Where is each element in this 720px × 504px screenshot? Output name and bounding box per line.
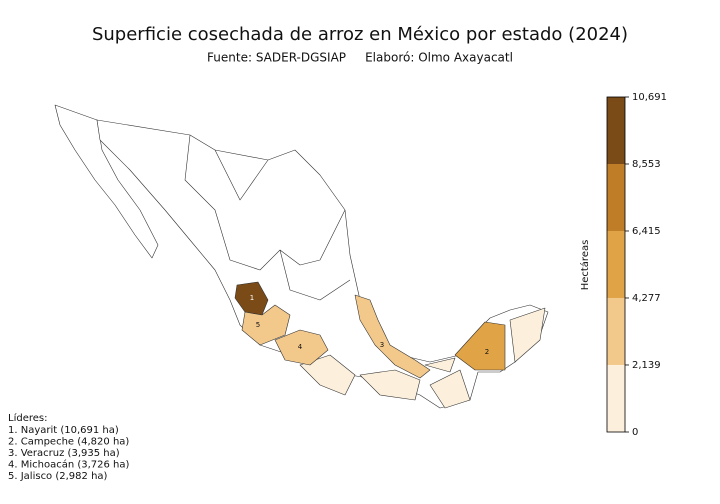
state: [454, 321, 506, 371]
leader-entry: 5. Jalisco (2,982 ha): [8, 471, 108, 482]
state: [424, 357, 456, 373]
map-label: 5: [256, 321, 260, 329]
leader-entry: 1. Nayarit (10,691 ha): [8, 425, 119, 436]
leader-entry: 4. Michoacán (3,726 ha): [8, 459, 130, 471]
chart-subtitle: Fuente: SADER-DGSIAP Elaboró: Olmo Axaya…: [207, 51, 513, 65]
colorbar-tick-label: 0: [632, 427, 638, 438]
map: [54, 104, 549, 409]
chart-title: Superficie cosechada de arroz en México …: [92, 24, 628, 45]
colorbar-tick-label: 4,277: [632, 293, 661, 304]
baja-california: [54, 104, 159, 259]
state: [509, 307, 546, 363]
state: [299, 354, 356, 396]
state: [354, 294, 431, 379]
map-label: 3: [380, 341, 384, 349]
colorbar-bin: [607, 364, 625, 432]
map-label: 1: [250, 294, 254, 302]
state-border: [279, 249, 351, 301]
state: [359, 369, 421, 401]
state: [429, 369, 471, 409]
state: [274, 329, 329, 366]
map-label: 2: [485, 348, 489, 356]
colorbar-bin: [607, 297, 625, 365]
leader-entry: 2. Campeche (4,820 ha): [8, 437, 129, 448]
colorbar-tick-label: 2,139: [632, 360, 661, 371]
leader-entry: 3. Veracruz (3,935 ha): [8, 448, 120, 459]
colorbar-frame: [606, 96, 626, 433]
colorbar-tick-label: 10,691: [632, 92, 667, 103]
leaders-title: Líderes:: [8, 412, 47, 424]
colorbar-tick-label: 8,553: [632, 159, 661, 170]
state-border: [184, 134, 346, 271]
state: [241, 304, 291, 346]
colorbar-bin: [607, 230, 625, 298]
colorbar-tick-label: 6,415: [632, 226, 661, 237]
colorbar-bin: [607, 163, 625, 231]
map-label: 4: [298, 343, 303, 351]
colorbar-bin: [607, 97, 625, 164]
state-border: [214, 149, 269, 201]
colorbar-label: Hectáreas: [579, 240, 591, 291]
